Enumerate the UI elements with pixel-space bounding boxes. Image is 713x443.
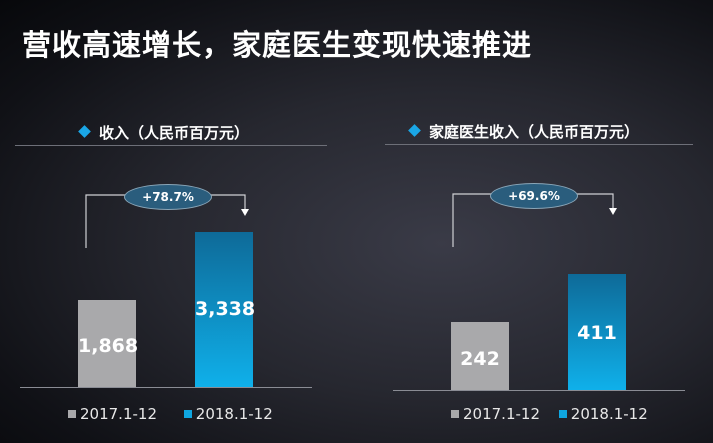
- chart-title: 收入（人民币百万元）: [78, 122, 250, 143]
- growth-badge: +69.6%: [490, 183, 578, 209]
- bar-2017: 1,868: [78, 300, 139, 387]
- bar-2018: 3,338: [195, 232, 256, 387]
- title-divider: [385, 144, 693, 145]
- legend-label: 2018.1-12: [195, 405, 273, 423]
- chart-title-text: 收入（人民币百万元）: [99, 124, 250, 142]
- legend-label: 2017.1-12: [80, 405, 157, 423]
- bar-value-label: 411: [577, 322, 617, 345]
- legend: 2017.1-12 2018.1-12: [451, 405, 648, 423]
- legend-swatch-blue: [183, 410, 192, 418]
- bar-2018: 411: [568, 273, 626, 390]
- arrow-down-icon: [609, 208, 617, 215]
- legend: 2017.1-12 2018.1-12: [68, 405, 273, 423]
- growth-badge: +78.7%: [124, 184, 212, 210]
- x-axis: [393, 390, 685, 391]
- bar-value-label: 242: [460, 348, 500, 371]
- chart-title-text: 家庭医生收入（人民币百万元）: [429, 123, 640, 141]
- x-axis: [20, 387, 312, 388]
- bar-value-label: 1,868: [78, 335, 139, 358]
- title-divider: [15, 145, 327, 146]
- bar-2017: 242: [451, 321, 509, 390]
- legend-swatch-grey: [451, 410, 459, 418]
- bar-value-label: 3,338: [195, 297, 256, 320]
- arrow-down-icon: [241, 209, 249, 216]
- legend-swatch-blue: [558, 410, 567, 418]
- legend-swatch-grey: [68, 410, 76, 418]
- legend-label: 2018.1-12: [570, 405, 648, 423]
- legend-label: 2017.1-12: [463, 405, 540, 423]
- slide-title: 营收高速增长，家庭医生变现快速推进: [22, 28, 533, 62]
- chart-title: 家庭医生收入（人民币百万元）: [408, 121, 640, 142]
